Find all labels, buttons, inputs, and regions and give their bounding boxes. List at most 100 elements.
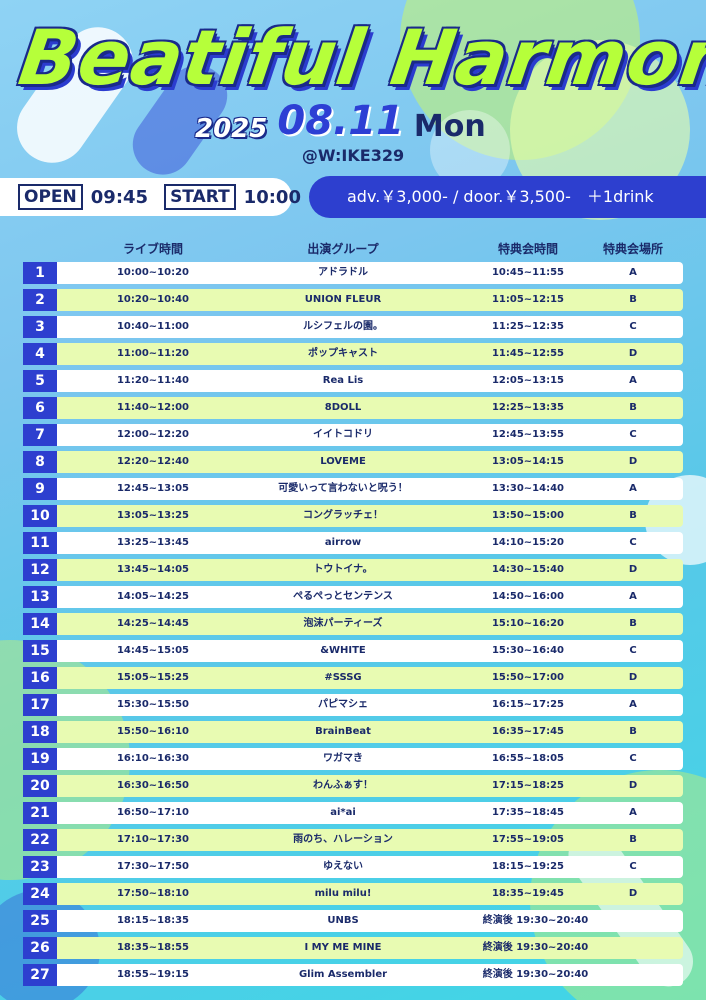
live-time: 14:25~14:45 xyxy=(116,618,190,629)
table-row: 3 10:40~11:00 ルシフェルの園。 11:25~12:35 C xyxy=(23,316,683,338)
event-month-day: 08.11 xyxy=(277,98,404,144)
live-time: 17:50~18:10 xyxy=(116,888,190,899)
table-row: 25 18:15~18:35 UNBS 終演後 19:30~20:40 xyxy=(23,910,683,932)
group-name: I MY ME MINE xyxy=(304,942,382,953)
table-row: 23 17:30~17:50 ゆえない 18:15~19:25 C xyxy=(23,856,683,878)
row-background xyxy=(57,451,683,473)
live-time: 16:10~16:30 xyxy=(116,753,190,764)
row-number: 21 xyxy=(23,802,57,824)
live-time: 14:05~14:25 xyxy=(116,591,190,602)
row-number: 26 xyxy=(23,937,57,959)
group-name: イイトコドリ xyxy=(313,429,373,440)
table-row: 20 16:30~16:50 わんふぁす！ 17:15~18:25 D xyxy=(23,775,683,797)
table-row: 22 17:10~17:30 雨のち、ハレーション 17:55~19:05 B xyxy=(23,829,683,851)
open-time: 09:45 xyxy=(90,186,149,208)
row-number: 1 xyxy=(23,262,57,284)
perk-time: 16:15~17:25 xyxy=(491,699,565,710)
table-row: 6 11:40~12:00 8DOLL 12:25~13:35 B xyxy=(23,397,683,419)
perk-place: B xyxy=(629,294,637,305)
group-name: ぺるぺっとセンテンス xyxy=(293,591,393,602)
live-time: 10:00~10:20 xyxy=(116,267,190,278)
open-label: OPEN xyxy=(18,184,83,210)
row-background xyxy=(57,721,683,743)
perk-place: A xyxy=(629,483,637,494)
live-time: 12:20~12:40 xyxy=(116,456,190,467)
row-number: 25 xyxy=(23,910,57,932)
perk-time: 15:30~16:40 xyxy=(491,645,565,656)
live-time: 15:05~15:25 xyxy=(116,672,190,683)
perk-place: A xyxy=(629,375,637,386)
row-background xyxy=(57,370,683,392)
perk-time: 13:05~14:15 xyxy=(491,456,565,467)
group-name: 泡沫パーティーズ xyxy=(303,618,383,629)
perk-time: 18:15~19:25 xyxy=(491,861,565,872)
row-background xyxy=(57,964,683,986)
table-row: 9 12:45~13:05 可愛いって言わないと呪う！ 13:30~14:40 A xyxy=(23,478,683,500)
row-background xyxy=(57,586,683,608)
row-background xyxy=(57,640,683,662)
header-group: 出演グループ xyxy=(307,242,379,256)
row-background xyxy=(57,289,683,311)
row-background xyxy=(57,694,683,716)
row-background xyxy=(57,316,683,338)
group-name: Rea Lis xyxy=(322,375,364,386)
row-background xyxy=(57,802,683,824)
perk-place: A xyxy=(629,699,637,710)
row-number: 16 xyxy=(23,667,57,689)
perk-place: A xyxy=(629,591,637,602)
perk-place: C xyxy=(629,861,637,872)
table-row: 12 13:45~14:05 トウトイナ。 14:30~15:40 D xyxy=(23,559,683,581)
perk-time: 終演後 19:30~20:40 xyxy=(482,915,589,926)
table-row: 18 15:50~16:10 BrainBeat 16:35~17:45 B xyxy=(23,721,683,743)
group-name: ai*ai xyxy=(330,807,356,818)
perk-time: 12:45~13:55 xyxy=(491,429,565,440)
perk-place: B xyxy=(629,834,637,845)
perk-time: 17:35~18:45 xyxy=(491,807,565,818)
row-number: 9 xyxy=(23,478,57,500)
perk-place: D xyxy=(628,888,638,899)
start-time: 10:00 xyxy=(243,186,301,208)
row-number: 13 xyxy=(23,586,57,608)
group-name: UNBS xyxy=(327,915,359,926)
live-time: 18:35~18:55 xyxy=(116,942,190,953)
group-name: ルシフェルの園。 xyxy=(303,321,383,332)
group-name: ゆえない xyxy=(323,861,363,872)
table-row: 4 11:00~11:20 ポップキャスト 11:45~12:55 D xyxy=(23,343,683,365)
perk-place: C xyxy=(629,753,637,764)
live-time: 12:00~12:20 xyxy=(116,429,190,440)
table-row: 13 14:05~14:25 ぺるぺっとセンテンス 14:50~16:00 A xyxy=(23,586,683,608)
perk-time: 13:30~14:40 xyxy=(491,483,565,494)
perk-time: 18:35~19:45 xyxy=(491,888,565,899)
event-venue: @W:IKE329 xyxy=(301,146,405,165)
group-name: 可愛いって言わないと呪う！ xyxy=(278,483,408,494)
table-row: 16 15:05~15:25 #SSSG 15:50~17:00 D xyxy=(23,667,683,689)
perk-time: 11:45~12:55 xyxy=(491,348,565,359)
group-name: &WHITE xyxy=(320,645,366,656)
live-time: 11:40~12:00 xyxy=(116,402,190,413)
live-time: 10:40~11:00 xyxy=(116,321,190,332)
row-background xyxy=(57,748,683,770)
row-number: 4 xyxy=(23,343,57,365)
header-live-time: ライブ時間 xyxy=(122,242,183,256)
perk-place: C xyxy=(629,645,637,656)
row-background xyxy=(57,262,683,284)
table-row: 7 12:00~12:20 イイトコドリ 12:45~13:55 C xyxy=(23,424,683,446)
perk-time: 11:05~12:15 xyxy=(491,294,565,305)
perk-place: B xyxy=(629,402,637,413)
row-number: 19 xyxy=(23,748,57,770)
perk-time: 17:55~19:05 xyxy=(491,834,565,845)
live-time: 13:25~13:45 xyxy=(116,537,190,548)
group-name: BrainBeat xyxy=(315,726,371,737)
perk-time: 12:25~13:35 xyxy=(491,402,565,413)
row-background xyxy=(57,343,683,365)
row-background xyxy=(57,856,683,878)
group-name: airrow xyxy=(324,537,362,548)
live-time: 18:55~19:15 xyxy=(116,969,190,980)
table-row: 5 11:20~11:40 Rea Lis 12:05~13:15 A xyxy=(23,370,683,392)
live-time: 15:50~16:10 xyxy=(116,726,190,737)
perk-place: C xyxy=(629,537,637,548)
row-background xyxy=(57,613,683,635)
group-name: ワガマき xyxy=(323,753,363,764)
perk-place: C xyxy=(629,321,637,332)
table-row: 14 14:25~14:45 泡沫パーティーズ 15:10~16:20 B xyxy=(23,613,683,635)
